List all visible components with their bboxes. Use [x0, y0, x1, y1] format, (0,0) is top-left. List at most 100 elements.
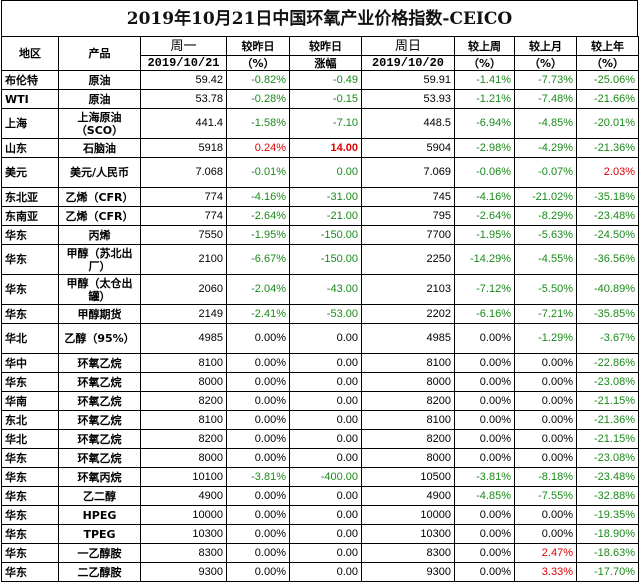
cell-product: 环氧乙烷: [58, 372, 141, 392]
cell-week-pct: 0.00%: [454, 410, 515, 430]
header-vs-last-week: 较上周: [454, 36, 515, 56]
table-row: 华东 TPEG 10300 0.00% 0.00 10300 0.00% 0.00% -18.9…: [1, 524, 639, 544]
cell-month-pct: 0.00%: [514, 448, 577, 468]
header-row-2: 2019/10/21 （%） 涨幅 2019/10/20 （%） （%） （%）: [2, 55, 639, 71]
cell-month-pct: 0.00%: [514, 410, 577, 430]
cell-sunday-price: 8300: [361, 543, 455, 563]
header-monday: 周一: [140, 36, 227, 56]
cell-product: 一乙醇胺: [58, 543, 141, 563]
cell-week-pct: 0.00%: [454, 505, 515, 525]
cell-sunday-price: 10500: [361, 467, 455, 487]
cell-week-pct: -1.41%: [454, 70, 515, 90]
table-row: 华东 环氧乙烷 8000 0.00% 0.00 8000 0.00% 0.00% -23.08%: [1, 372, 639, 392]
cell-region: 东北: [1, 410, 59, 430]
cell-change-pct: 0.00%: [226, 486, 290, 506]
cell-change: 0.00: [289, 543, 362, 563]
cell-sunday-price: 448.5: [361, 108, 455, 139]
cell-change: -150.00: [289, 244, 362, 275]
cell-week-pct: 0.00%: [454, 429, 515, 449]
cell-monday-price: 53.78: [140, 89, 227, 109]
price-table: 地区 产品 周一 较昨日 较昨日 周日 较上周 较上月 较上年 2019/10/…: [1, 36, 639, 582]
cell-monday-price: 8100: [140, 410, 227, 430]
cell-change-pct: -4.16%: [226, 187, 290, 207]
table-row: 华东 甲醇（太仓出罐） 2060 -2.04% -43.00 2103 -7.12% -5.5…: [1, 274, 639, 305]
cell-year-pct: -23.48%: [576, 467, 639, 487]
cell-change: 0.00: [289, 429, 362, 449]
cell-week-pct: -2.64%: [454, 206, 515, 226]
cell-week-pct: -4.85%: [454, 486, 515, 506]
cell-product: 美元/人民币: [58, 157, 141, 188]
cell-sunday-price: 7.069: [361, 157, 455, 188]
table-row: 山东 石脑油 5918 0.24% 14.00 5904 -2.98% -4.29% -21.3…: [1, 138, 639, 158]
cell-change-pct: -2.04%: [226, 274, 290, 305]
cell-week-pct: -3.81%: [454, 467, 515, 487]
cell-year-pct: -21.66%: [576, 89, 639, 109]
cell-region: 华东: [1, 562, 59, 582]
cell-change: -0.49: [289, 70, 362, 90]
cell-year-pct: -21.36%: [576, 138, 639, 158]
cell-change: -31.00: [289, 187, 362, 207]
cell-product: 原油: [58, 89, 141, 109]
cell-change: -7.10: [289, 108, 362, 139]
cell-week-pct: -7.12%: [454, 274, 515, 305]
cell-product: 环氧乙烷: [58, 353, 141, 373]
table-row: 华东 环氧丙烷 10100 -3.81% -400.00 10500 -3.81% -8.18…: [1, 467, 639, 487]
cell-monday-price: 10000: [140, 505, 227, 525]
cell-change: -0.15: [289, 89, 362, 109]
cell-region: 华东: [1, 524, 59, 544]
cell-monday-price: 8300: [140, 543, 227, 563]
cell-region: 华东: [1, 225, 59, 245]
cell-monday-price: 10300: [140, 524, 227, 544]
cell-month-pct: -5.63%: [514, 225, 577, 245]
cell-month-pct: 0.00%: [514, 391, 577, 411]
cell-year-pct: -21.15%: [576, 429, 639, 449]
table-row: 东南亚 乙烯（CFR） 774 -2.64% -21.00 795 -2.64% -8.29%…: [1, 206, 639, 226]
cell-sunday-price: 53.93: [361, 89, 455, 109]
cell-sunday-price: 59.91: [361, 70, 455, 90]
cell-sunday-price: 8200: [361, 429, 455, 449]
cell-monday-price: 7550: [140, 225, 227, 245]
cell-region: 华东: [1, 304, 59, 324]
cell-change-pct: -3.81%: [226, 467, 290, 487]
cell-product: 甲醇（苏北出厂）: [58, 244, 141, 275]
header-pct-2: （%）: [454, 55, 515, 71]
cell-month-pct: -1.29%: [514, 323, 577, 354]
cell-monday-price: 441.4: [140, 108, 227, 139]
cell-month-pct: 0.00%: [514, 372, 577, 392]
cell-change: 0.00: [289, 157, 362, 188]
cell-change: 0.00: [289, 391, 362, 411]
header-pct-4: （%）: [576, 55, 639, 71]
cell-week-pct: -0.06%: [454, 157, 515, 188]
cell-product: 丙烯: [58, 225, 141, 245]
cell-sunday-price: 4900: [361, 486, 455, 506]
cell-year-pct: -21.15%: [576, 391, 639, 411]
table-row: 华东 丙烯 7550 -1.95% -150.00 7700 -1.95% -5.63% -24…: [1, 225, 639, 245]
cell-sunday-price: 8100: [361, 410, 455, 430]
table-row: 华北 乙醇（95%） 4985 0.00% 0.00 4985 0.00% -1.29% -3.…: [1, 323, 639, 354]
cell-monday-price: 59.42: [140, 70, 227, 90]
cell-region: 华东: [1, 244, 59, 275]
cell-sunday-price: 745: [361, 187, 455, 207]
cell-change: -21.00: [289, 206, 362, 226]
cell-change-pct: 0.00%: [226, 391, 290, 411]
cell-sunday-price: 8200: [361, 391, 455, 411]
header-sunday: 周日: [361, 36, 455, 56]
header-pct-3: （%）: [514, 55, 577, 71]
cell-change-pct: 0.00%: [226, 524, 290, 544]
cell-week-pct: 0.00%: [454, 562, 515, 582]
cell-product: 二乙醇胺: [58, 562, 141, 582]
table-row: 华中 环氧乙烷 8100 0.00% 0.00 8100 0.00% 0.00% -22.86%: [1, 353, 639, 373]
cell-week-pct: -6.94%: [454, 108, 515, 139]
cell-change: 0.00: [289, 372, 362, 392]
cell-month-pct: -7.55%: [514, 486, 577, 506]
cell-region: 华东: [1, 467, 59, 487]
table-row: 东北 环氧乙烷 8100 0.00% 0.00 8100 0.00% 0.00% -21.36%: [1, 410, 639, 430]
table-row: 华东 甲醇（苏北出厂） 2100 -6.67% -150.00 2250 -14.29% -4…: [1, 244, 639, 275]
cell-change-pct: -1.58%: [226, 108, 290, 139]
cell-region: 上海: [1, 108, 59, 139]
cell-month-pct: 2.47%: [514, 543, 577, 563]
table-row: 东北亚 乙烯（CFR） 774 -4.16% -31.00 745 -4.16% -21.02…: [1, 187, 639, 207]
table-row: 华南 环氧乙烷 8200 0.00% 0.00 8200 0.00% 0.00% -21.15%: [1, 391, 639, 411]
cell-month-pct: 0.00%: [514, 505, 577, 525]
cell-year-pct: -24.50%: [576, 225, 639, 245]
